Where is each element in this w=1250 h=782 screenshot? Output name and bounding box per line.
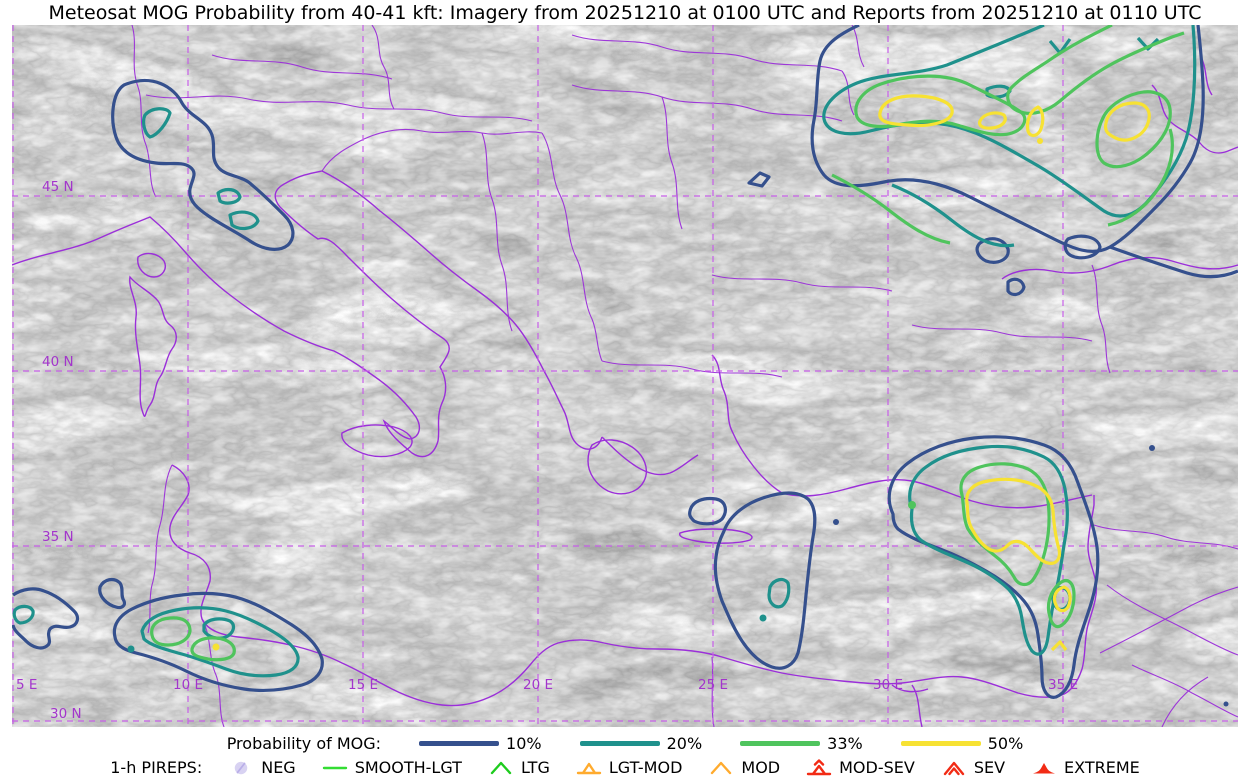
- country-borders: [131, 24, 1239, 728]
- pireps-item-label: MOD: [741, 758, 781, 777]
- pireps-item-label: LTG: [520, 758, 550, 777]
- lat-label-35n: 35 N: [42, 529, 74, 545]
- probability-legend-item: 50%: [900, 733, 1024, 753]
- satellite-imagery-grain: [12, 25, 1238, 727]
- pireps-item-label: MOD-SEV: [839, 758, 915, 777]
- probability-legend-item: 10%: [419, 734, 542, 753]
- contours-33pct: [150, 23, 1185, 662]
- lon-label-5e: 5 E: [16, 677, 37, 693]
- line-icon: [322, 766, 347, 769]
- probability-item-label: 50%: [987, 733, 1024, 753]
- triangle-caret-icon: [806, 758, 832, 775]
- lon-label-30e: 30 E: [873, 677, 903, 693]
- probability-line-swatch: [579, 740, 660, 746]
- probability-item-label: 10%: [506, 733, 542, 753]
- probability-item-label: 20%: [666, 733, 703, 753]
- lat-label-40n: 40 N: [42, 354, 74, 370]
- pireps-legend-item: SEV: [941, 758, 1005, 777]
- pireps-legend-item: LTG: [488, 758, 550, 777]
- double-caret-icon: [943, 761, 965, 775]
- satellite-map: 45 N 40 N 35 N 30 N 5 E 10 E 15 E 20 E 2…: [11, 23, 1239, 728]
- probability-line-swatch: [419, 740, 500, 746]
- contours-50pct: [212, 94, 1151, 652]
- pireps-legend-item: MOD-SEV: [806, 758, 915, 777]
- pireps-item-label: LGT-MOD: [608, 758, 683, 777]
- contour-20pct-dots: [127, 614, 767, 653]
- probability-legend-label: Probability of MOG:: [226, 733, 382, 753]
- lon-label-15e: 15 E: [348, 677, 378, 693]
- probability-item-label: 33%: [827, 733, 863, 753]
- pireps-legend-item: NEG: [228, 758, 296, 777]
- contour-10pct-dots: [833, 445, 1229, 707]
- probability-line-swatch: [740, 740, 821, 746]
- probability-line-swatch: [900, 740, 981, 746]
- lon-label-20e: 20 E: [523, 677, 553, 693]
- probability-legend: Probability of MOG: 10% 20% 33% 50%: [0, 731, 1250, 755]
- pireps-legend-item: MOD: [708, 758, 780, 777]
- lat-label-45n: 45 N: [42, 179, 74, 195]
- pireps-legend-label: 1-h PIREPS:: [110, 758, 203, 777]
- probability-legend-item: 33%: [740, 734, 863, 753]
- contour-33pct-dots: [908, 501, 916, 509]
- pireps-item-label: SEV: [973, 758, 1006, 777]
- contours-20pct: [12, 23, 1197, 678]
- caret-icon: [490, 761, 512, 774]
- pireps-item-label: SMOOTH-LGT: [354, 758, 462, 777]
- probability-legend-item: 20%: [579, 733, 703, 753]
- contours-10pct: [11, 23, 1239, 707]
- open-triangle-icon: [576, 762, 602, 774]
- contour-50pct-dots: [212, 138, 1043, 651]
- filled-triangle-icon: [1033, 762, 1056, 773]
- pireps-item-label: NEG: [261, 758, 296, 777]
- caret-icon: [711, 761, 732, 774]
- pireps-legend-item: LGT-MOD: [576, 758, 683, 777]
- lon-label-25e: 25 E: [698, 677, 728, 693]
- lon-label-10e: 10 E: [173, 677, 203, 693]
- pireps-legend-item: EXTREME: [1031, 758, 1140, 777]
- pireps-legend: 1-h PIREPS: NEG SMOOTH-LGT LTG LGT-MOD MOD MO…: [0, 755, 1250, 780]
- pireps-legend-item: SMOOTH-LGT: [322, 758, 462, 777]
- map-canvas: 45 N 40 N 35 N 30 N 5 E 10 E 15 E 20 E 2…: [11, 23, 1239, 728]
- lat-label-30n: 30 N: [50, 706, 82, 722]
- null-circle-icon: [234, 761, 248, 774]
- page-title: Meteosat MOG Probability from 40-41 kft:…: [48, 2, 1202, 24]
- pireps-item-label: EXTREME: [1064, 758, 1140, 777]
